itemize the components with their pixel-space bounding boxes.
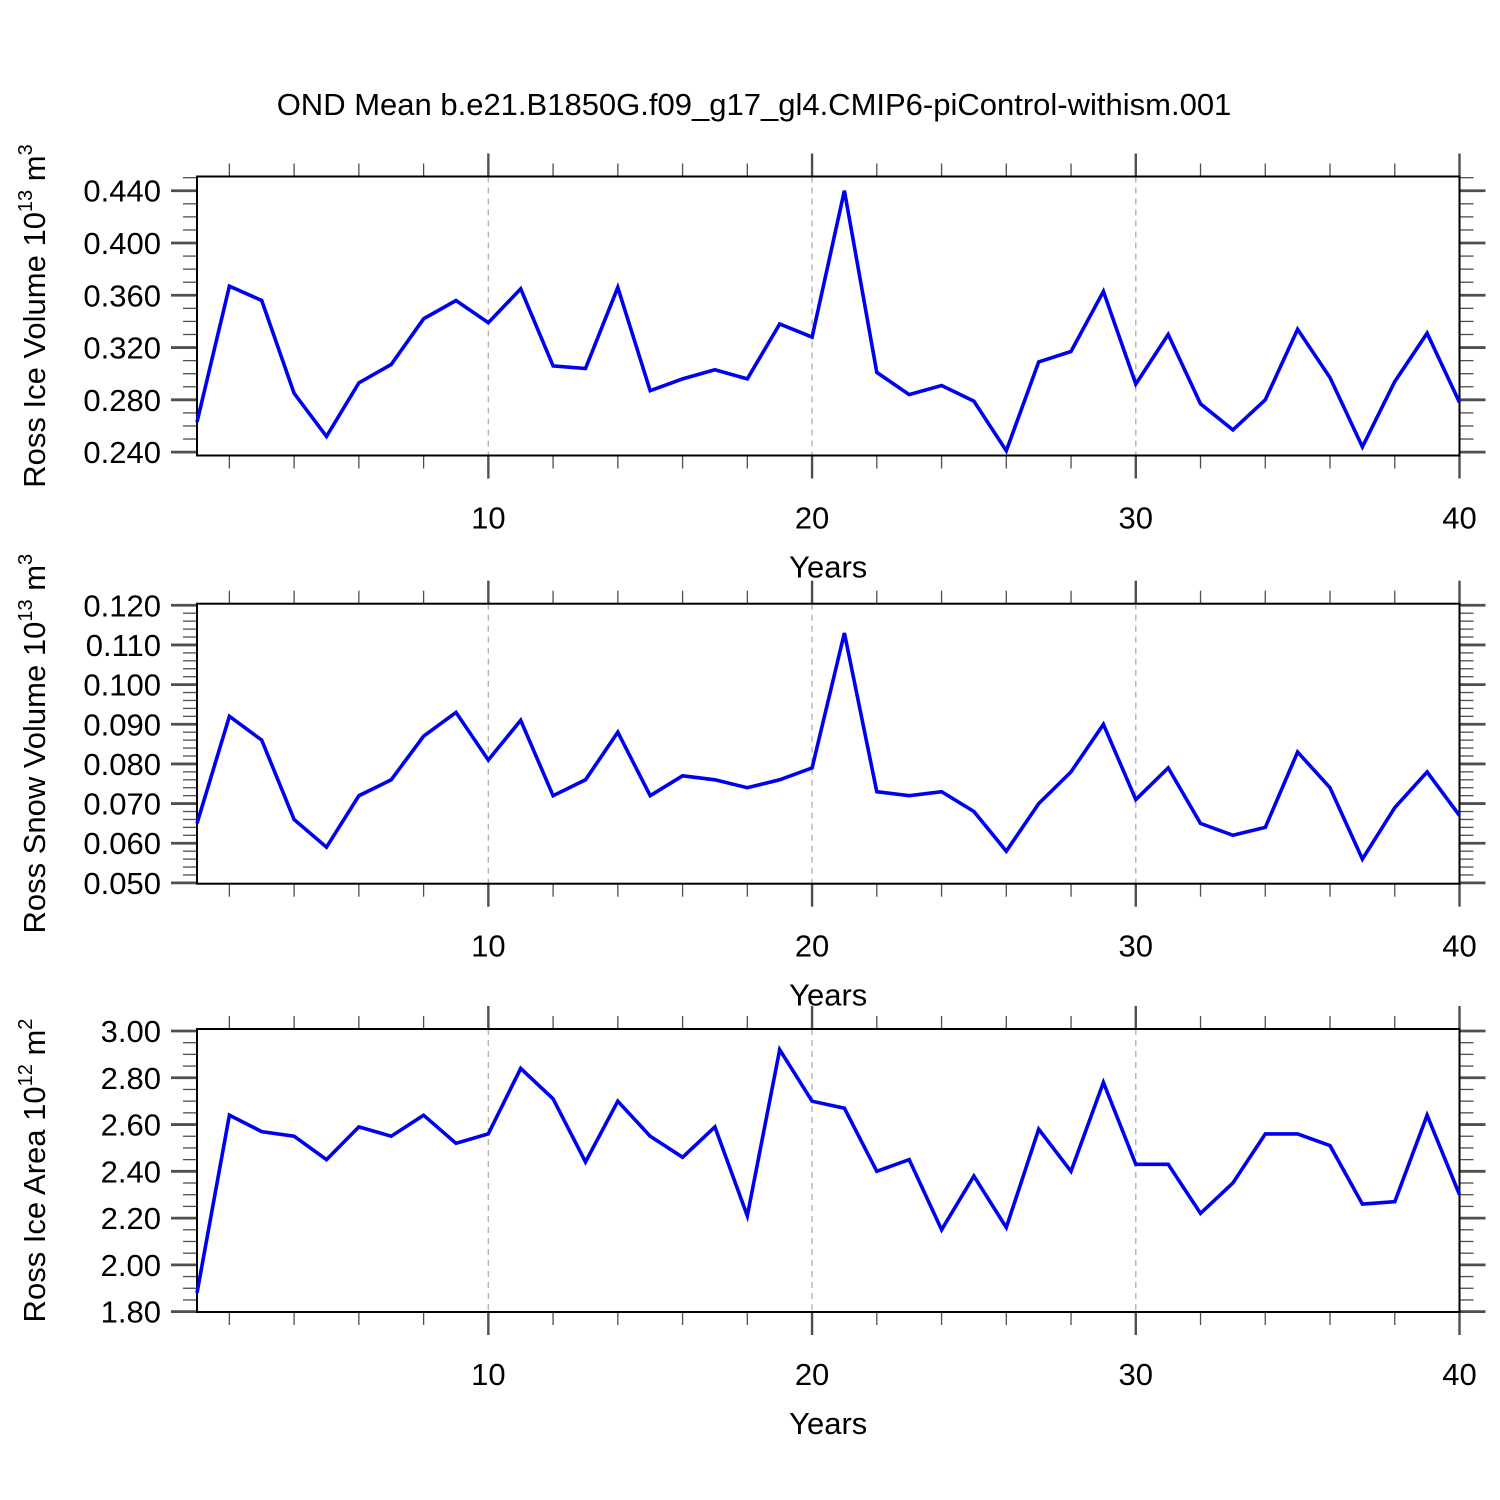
plot-ross-snow-volume: 0.050 0.060 0.070 0.080 0.090 0.100 0.110 0.120… <box>15 554 1486 1013</box>
y-axis-title: Ross Ice Volume 1013 m3 <box>15 144 52 488</box>
y-tick-label: 0.050 <box>83 866 161 901</box>
y-tick-label: 2.20 <box>101 1201 161 1236</box>
y-tick-label: 0.100 <box>83 668 161 703</box>
x-axis-title: Years <box>789 1406 867 1441</box>
x-tick-label: 20 <box>795 501 829 536</box>
x-tick-label: 10 <box>471 1357 505 1392</box>
x-axis-title: Years <box>789 550 867 585</box>
y-tick-label: 0.320 <box>83 331 161 366</box>
y-tick-label: 0.110 <box>86 628 161 663</box>
y-axis-title: Ross Ice Area 1012 m2 <box>15 1019 52 1323</box>
x-tick-label: 20 <box>795 929 829 964</box>
x-tick-label: 40 <box>1442 501 1476 536</box>
y-tick-label: 2.60 <box>101 1108 161 1143</box>
y-tick-label: 0.440 <box>83 174 161 209</box>
plot-ross-ice-volume: 0.240 0.280 0.320 0.360 0.400 0.440 10 20 30 40 Ye… <box>15 144 1486 585</box>
plot-ross-ice-area: 1.80 2.00 2.20 2.40 2.60 2.80 3.00 10 20 30 40 Year… <box>15 1006 1486 1441</box>
x-tick-label: 30 <box>1119 1357 1153 1392</box>
y-tick-label: 0.070 <box>83 787 161 822</box>
y-tick-label: 0.360 <box>83 278 161 313</box>
x-tick-label: 10 <box>471 929 505 964</box>
y-tick-label: 1.80 <box>101 1295 161 1330</box>
y-tick-label: 2.40 <box>101 1154 161 1189</box>
data-line-ross-ice-area <box>195 1044 1462 1294</box>
y-tick-label: 2.00 <box>101 1248 161 1283</box>
data-line-ross-ice-volume <box>195 190 1462 455</box>
x-tick-label: 40 <box>1442 929 1476 964</box>
x-tick-label: 10 <box>471 501 505 536</box>
y-tick-label: 2.80 <box>101 1061 161 1096</box>
plot-frame <box>196 602 1461 885</box>
y-axis-title: Ross Snow Volume 1013 m3 <box>15 554 52 934</box>
figure-title: OND Mean b.e21.B1850G.f09_g17_gl4.CMIP6-… <box>277 87 1232 122</box>
x-axis-title: Years <box>789 978 867 1013</box>
y-tick-label: 0.240 <box>83 435 161 470</box>
y-tick-label: 0.080 <box>83 747 161 782</box>
x-tick-label: 40 <box>1442 1357 1476 1392</box>
y-tick-label: 0.090 <box>83 707 161 742</box>
y-tick-label: 0.120 <box>83 588 161 623</box>
y-tick-label: 0.280 <box>83 383 161 418</box>
y-tick-label: 0.060 <box>83 826 161 861</box>
y-tick-label: 3.00 <box>101 1014 161 1049</box>
data-line-ross-snow-volume <box>195 632 1461 863</box>
plot-frame <box>196 1028 1461 1313</box>
plot-frame <box>196 175 1461 457</box>
x-tick-label: 20 <box>795 1357 829 1392</box>
x-tick-label: 30 <box>1119 929 1153 964</box>
y-tick-label: 0.400 <box>83 226 161 261</box>
x-tick-label: 30 <box>1119 501 1153 536</box>
